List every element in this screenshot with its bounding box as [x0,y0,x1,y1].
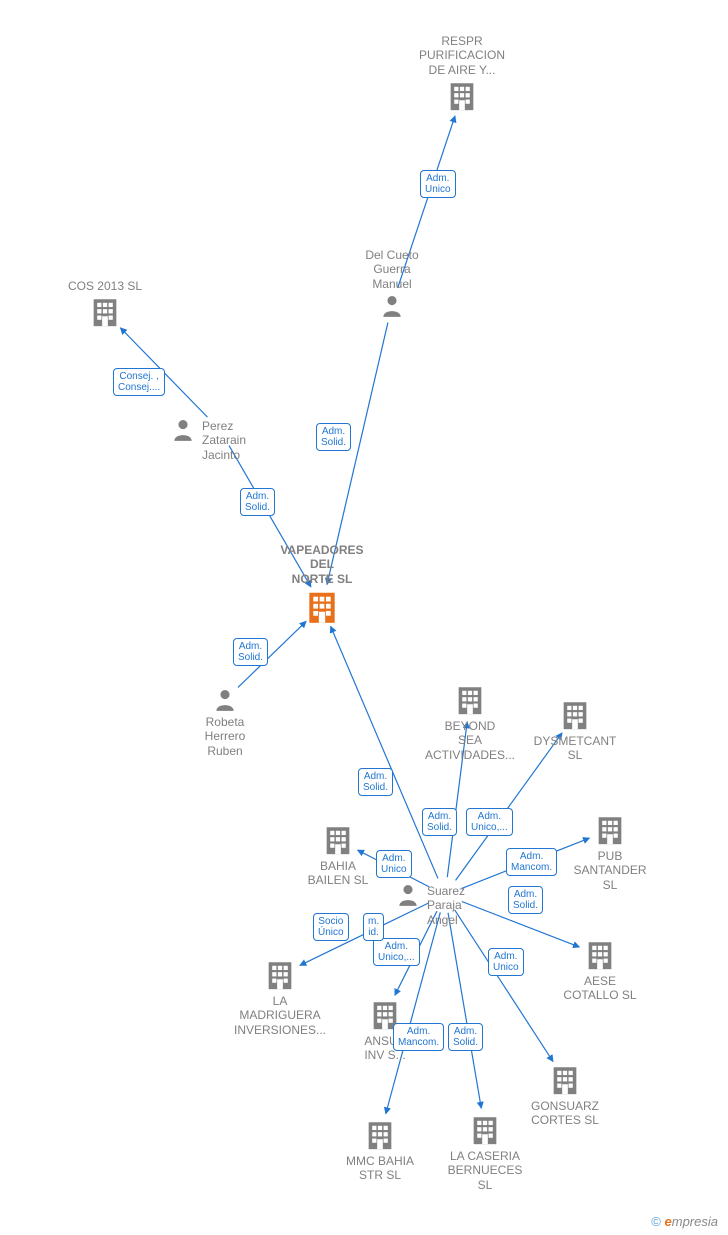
edge-line [331,626,438,878]
edge-line [398,116,455,288]
edge-line [120,328,207,417]
edge-line [462,901,580,947]
edge-line [456,733,563,881]
footer-copyright: © empresia [651,1214,718,1229]
brand-first-letter: e [665,1214,672,1229]
edge-line [447,722,467,877]
copyright-symbol: © [651,1214,661,1229]
edges-layer [0,0,728,1235]
edge-line [300,903,429,966]
diagram-canvas: VAPEADORES DEL NORTE SL RESPR PURIFICACI… [0,0,728,1235]
edge-line [229,446,311,587]
edge-line [358,850,429,887]
edge-line [238,621,306,687]
edge-line [448,913,481,1109]
edge-line [386,912,441,1113]
edge-line [327,323,388,585]
edge-line [395,911,437,995]
brand-rest: mpresia [672,1214,718,1229]
